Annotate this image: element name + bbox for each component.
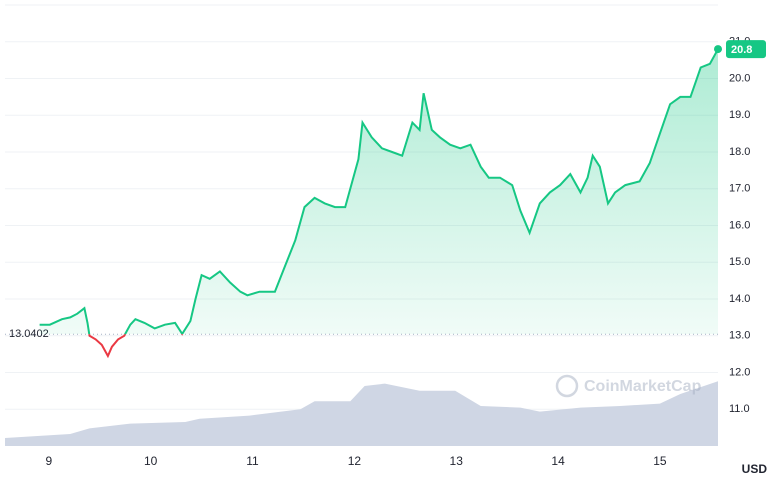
price-line — [39, 48, 719, 335]
y-tick-label: 13.0 — [729, 330, 750, 342]
watermark: CoinMarketCap — [555, 374, 702, 398]
price-tag — [726, 40, 766, 59]
volume-area — [5, 381, 718, 446]
x-tick-label: 11 — [246, 454, 259, 468]
y-tick-label: 12.0 — [729, 366, 750, 378]
watermark-logo — [555, 374, 579, 398]
y-tick-label: 19.0 — [729, 109, 750, 121]
x-tick-label: 12 — [348, 454, 362, 468]
y-tick-label: 16.0 — [729, 219, 750, 231]
price-line-down — [88, 334, 184, 359]
y-tick-label: 18.0 — [729, 146, 750, 158]
price-tag-label: 20.8 — [731, 44, 752, 56]
x-tick-label: 14 — [551, 454, 565, 468]
y-tick-label: 11.0 — [729, 403, 750, 415]
x-tick-label: 13 — [450, 454, 464, 468]
x-tick-label: 15 — [653, 454, 667, 468]
y-tick-label: 14.0 — [729, 293, 750, 305]
last-point — [714, 45, 722, 54]
baseline-label: 13.0402 — [9, 328, 49, 340]
price-area — [39, 49, 718, 335]
currency: USD — [742, 462, 768, 476]
y-tick-label: 15.0 — [729, 256, 750, 268]
x-tick-label: 10 — [144, 454, 158, 468]
y-tick-label: 17.0 — [729, 183, 750, 195]
watermark-text: CoinMarketCap — [584, 378, 702, 395]
x-tick-label: 9 — [45, 454, 52, 468]
y-tick-label: 20.0 — [729, 72, 750, 84]
